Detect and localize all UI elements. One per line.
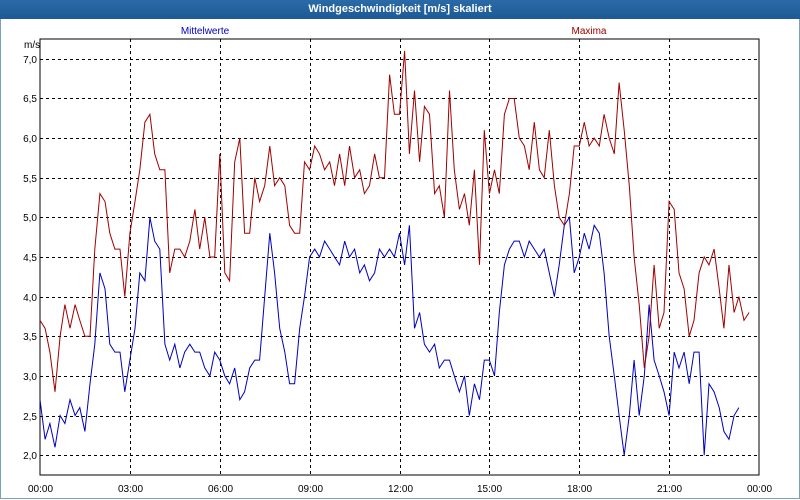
x-tick-time-label: 18:00 bbox=[567, 484, 592, 495]
x-tick-time-label: 09:00 bbox=[298, 484, 323, 495]
wind-speed-chart: 2,02,53,03,54,04,55,05,56,06,57,0 00:002… bbox=[23, 26, 772, 495]
x-tick-time-label: 12:00 bbox=[388, 484, 413, 495]
y-tick-label: 5,0 bbox=[23, 213, 37, 224]
y-tick-label: 6,0 bbox=[23, 134, 37, 145]
legend-maxima: Maxima bbox=[571, 26, 606, 37]
legend-mittelwerte: Mittelwerte bbox=[181, 26, 230, 37]
y-tick-label: 5,5 bbox=[23, 174, 37, 185]
y-tick-label: 4,5 bbox=[23, 253, 37, 264]
x-tick-time-label: 15:00 bbox=[477, 484, 502, 495]
y-tick-label: 3,5 bbox=[23, 332, 37, 343]
series-line-maxima bbox=[39, 50, 750, 392]
x-tick-time-label: 03:00 bbox=[118, 484, 143, 495]
x-tick-labels: 00:0025.12.1803:0025.12.1806:0025.12.180… bbox=[28, 484, 772, 495]
y-tick-label: 4,0 bbox=[23, 293, 37, 304]
chart-frame: 2,02,53,03,54,04,55,05,56,06,57,0 00:002… bbox=[0, 19, 800, 499]
x-tick-time-label: 21:00 bbox=[657, 484, 682, 495]
y-axis-unit-label: m/s bbox=[24, 40, 40, 51]
y-tick-label: 7,0 bbox=[23, 55, 37, 66]
y-tick-labels: 2,0 2,5 3,0 3,5 4,0 4,5 5,0 5,5 6,0 6,5 7,0 bbox=[23, 55, 37, 462]
y-tick-label: 3,0 bbox=[23, 372, 37, 383]
plot-area bbox=[39, 38, 760, 476]
y-tick-label: 6,5 bbox=[23, 94, 37, 105]
y-tick-label: 2,5 bbox=[23, 412, 37, 423]
series-line-mittelwerte bbox=[39, 215, 740, 456]
window-title: Windgeschwindigkeit [m/s] skaliert bbox=[0, 0, 800, 19]
x-tick-time-label: 00:00 bbox=[747, 484, 772, 495]
x-tick-time-label: 00:00 bbox=[28, 484, 53, 495]
series-lines bbox=[39, 50, 750, 456]
x-tick-time-label: 06:00 bbox=[208, 484, 233, 495]
y-tick-label: 2,0 bbox=[23, 451, 37, 462]
